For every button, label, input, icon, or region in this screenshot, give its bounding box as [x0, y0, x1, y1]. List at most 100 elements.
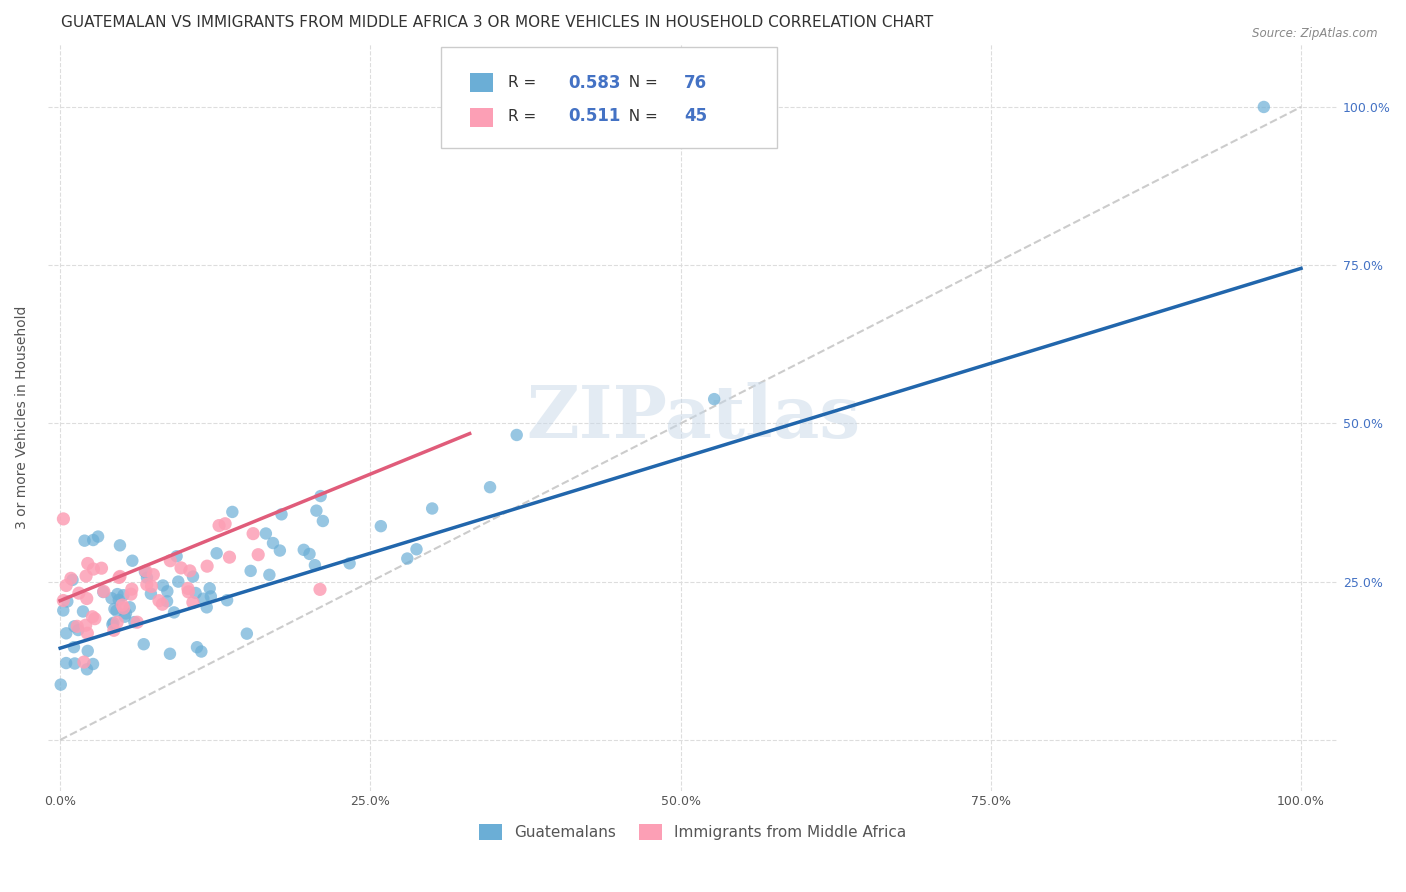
- Immigrants from Middle Africa: [108, 569, 131, 583]
- Guatemalans: [55, 656, 77, 670]
- Guatemalans: [339, 557, 361, 571]
- Guatemalans: [63, 619, 86, 633]
- Immigrants from Middle Africa: [177, 585, 200, 599]
- Immigrants from Middle Africa: [142, 567, 165, 582]
- Guatemalans: [259, 567, 281, 582]
- Immigrants from Middle Africa: [170, 561, 193, 575]
- Text: 0.583: 0.583: [568, 73, 620, 92]
- Immigrants from Middle Africa: [83, 612, 105, 626]
- Immigrants from Middle Africa: [52, 593, 75, 607]
- Immigrants from Middle Africa: [195, 559, 218, 574]
- Guatemalans: [76, 662, 98, 676]
- Immigrants from Middle Africa: [105, 615, 128, 630]
- Legend: Guatemalans, Immigrants from Middle Africa: Guatemalans, Immigrants from Middle Afri…: [474, 818, 912, 847]
- Guatemalans: [166, 549, 188, 564]
- Guatemalans: [63, 640, 86, 655]
- Immigrants from Middle Africa: [103, 624, 125, 638]
- Guatemalans: [101, 617, 124, 632]
- Immigrants from Middle Africa: [75, 618, 97, 632]
- Immigrants from Middle Africa: [159, 554, 181, 568]
- Guatemalans: [103, 602, 125, 616]
- Immigrants from Middle Africa: [177, 582, 200, 596]
- Guatemalans: [184, 586, 207, 600]
- Guatemalans: [304, 558, 326, 573]
- Guatemalans: [103, 615, 125, 630]
- Guatemalans: [105, 604, 128, 618]
- Guatemalans: [198, 582, 221, 596]
- Immigrants from Middle Africa: [82, 562, 104, 576]
- Guatemalans: [132, 637, 155, 651]
- Guatemalans: [159, 647, 181, 661]
- Immigrants from Middle Africa: [242, 526, 264, 541]
- Immigrants from Middle Africa: [55, 578, 77, 592]
- Immigrants from Middle Africa: [214, 516, 236, 531]
- Guatemalans: [112, 588, 135, 602]
- Immigrants from Middle Africa: [76, 591, 98, 606]
- Immigrants from Middle Africa: [218, 550, 240, 565]
- Immigrants from Middle Africa: [66, 619, 89, 633]
- Guatemalans: [292, 542, 315, 557]
- Text: 45: 45: [683, 107, 707, 125]
- Guatemalans: [269, 543, 291, 558]
- Guatemalans: [72, 605, 94, 619]
- Immigrants from Middle Africa: [52, 512, 75, 526]
- Guatemalans: [239, 564, 262, 578]
- FancyBboxPatch shape: [470, 73, 494, 92]
- Guatemalans: [100, 591, 122, 606]
- Guatemalans: [49, 678, 72, 692]
- Immigrants from Middle Africa: [90, 561, 112, 575]
- Guatemalans: [56, 594, 79, 608]
- Guatemalans: [156, 594, 179, 608]
- Guatemalans: [270, 508, 292, 522]
- Immigrants from Middle Africa: [120, 587, 142, 601]
- Guatemalans: [217, 593, 239, 607]
- Guatemalans: [67, 623, 90, 637]
- Guatemalans: [396, 551, 419, 566]
- Guatemalans: [73, 533, 96, 548]
- Guatemalans: [193, 591, 215, 606]
- Guatemalans: [152, 578, 174, 592]
- Guatemalans: [405, 542, 427, 557]
- Immigrants from Middle Africa: [148, 593, 170, 607]
- Guatemalans: [62, 573, 84, 587]
- Guatemalans: [200, 590, 222, 604]
- Immigrants from Middle Africa: [93, 584, 115, 599]
- Guatemalans: [52, 603, 75, 617]
- Guatemalans: [134, 565, 156, 579]
- Guatemalans: [298, 547, 321, 561]
- Guatemalans: [1253, 100, 1275, 114]
- Immigrants from Middle Africa: [247, 548, 270, 562]
- Guatemalans: [156, 584, 179, 599]
- Guatemalans: [370, 519, 392, 533]
- Immigrants from Middle Africa: [208, 518, 231, 533]
- Text: R =: R =: [509, 75, 541, 90]
- FancyBboxPatch shape: [441, 47, 778, 148]
- Immigrants from Middle Africa: [111, 598, 134, 612]
- Text: ZIPatlas: ZIPatlas: [526, 382, 860, 452]
- Immigrants from Middle Africa: [59, 571, 82, 585]
- Guatemalans: [107, 587, 129, 601]
- Immigrants from Middle Africa: [127, 615, 149, 630]
- Guatemalans: [309, 489, 332, 503]
- Guatemalans: [82, 533, 104, 547]
- Guatemalans: [703, 392, 725, 406]
- Immigrants from Middle Africa: [309, 582, 332, 597]
- Immigrants from Middle Africa: [82, 609, 104, 624]
- Text: N =: N =: [620, 75, 664, 90]
- Guatemalans: [420, 501, 443, 516]
- Immigrants from Middle Africa: [135, 564, 157, 578]
- Guatemalans: [205, 546, 228, 560]
- Guatemalans: [115, 607, 138, 621]
- Guatemalans: [139, 587, 162, 601]
- Immigrants from Middle Africa: [75, 569, 97, 583]
- Text: GUATEMALAN VS IMMIGRANTS FROM MIDDLE AFRICA 3 OR MORE VEHICLES IN HOUSEHOLD CORR: GUATEMALAN VS IMMIGRANTS FROM MIDDLE AFR…: [60, 15, 934, 30]
- Guatemalans: [195, 600, 218, 615]
- Guatemalans: [479, 480, 502, 494]
- Guatemalans: [305, 503, 328, 517]
- Text: Source: ZipAtlas.com: Source: ZipAtlas.com: [1253, 27, 1378, 40]
- Immigrants from Middle Africa: [181, 595, 204, 609]
- Guatemalans: [114, 609, 136, 624]
- Guatemalans: [63, 657, 86, 671]
- Guatemalans: [87, 530, 110, 544]
- Guatemalans: [236, 626, 259, 640]
